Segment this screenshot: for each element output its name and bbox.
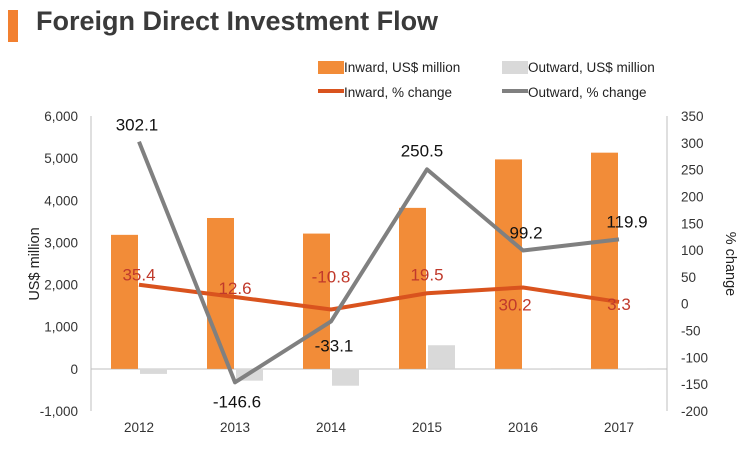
legend-label-inward-line: Inward, % change xyxy=(344,85,452,100)
x-tick-label: 2013 xyxy=(220,420,250,435)
data-label-inward-change: 35.4 xyxy=(122,266,155,285)
legend-swatch-outward-bar xyxy=(502,61,528,74)
y-tick-label-left: 2,000 xyxy=(44,278,78,293)
bar-outward xyxy=(140,368,167,374)
x-tick-label: 2014 xyxy=(316,420,347,435)
y-tick-label-right: 350 xyxy=(681,109,704,124)
ticks-layer: -1,000 0 1,000 2,000 3,000 4,000 5,000 6,000 -20… xyxy=(40,109,708,435)
line-outward-change xyxy=(137,140,620,385)
labels-layer: 35.4 12.6 -10.8 19.5 30.2 3.3 302.1 -146.6 -33.1… xyxy=(116,116,648,412)
bars-layer xyxy=(111,152,647,386)
data-label-inward-change: 12.6 xyxy=(218,279,251,298)
data-label-inward-change: 3.3 xyxy=(607,295,631,314)
y-tick-label-right: -150 xyxy=(681,377,708,392)
x-tick-label: 2015 xyxy=(412,420,442,435)
data-label-outward-change: -33.1 xyxy=(315,336,354,355)
bar-inward xyxy=(303,233,330,369)
data-label-outward-change: 99.2 xyxy=(509,224,542,243)
chart-title: Foreign Direct Investment Flow xyxy=(36,6,439,36)
legend-label-outward-bar: Outward, US$ million xyxy=(528,60,655,75)
y-tick-label-right: 0 xyxy=(681,297,689,312)
data-label-outward-change: 250.5 xyxy=(401,141,444,160)
data-label-outward-change: 119.9 xyxy=(606,212,647,231)
bar-outward xyxy=(524,368,551,370)
line-inward-change xyxy=(138,282,620,312)
bar-outward xyxy=(428,345,455,369)
legend-label-inward-bar: Inward, US$ million xyxy=(344,60,460,75)
bar-outward xyxy=(332,368,359,386)
y-tick-label-left: 4,000 xyxy=(44,193,78,208)
data-label-outward-change: -146.6 xyxy=(213,392,261,411)
y-tick-label-right: 100 xyxy=(681,243,704,258)
y-tick-label-right: 250 xyxy=(681,163,704,178)
y-tick-label-right: -50 xyxy=(681,324,701,339)
x-tick-label: 2016 xyxy=(508,420,538,435)
y-tick-label-right: 150 xyxy=(681,216,704,231)
y-tick-label-right: -100 xyxy=(681,350,708,365)
y-axis-title-right: % change xyxy=(722,232,738,297)
x-tick-label: 2012 xyxy=(124,420,154,435)
data-label-inward-change: 30.2 xyxy=(498,296,531,315)
x-tick-label: 2017 xyxy=(604,420,634,435)
legend: Inward, US$ million Outward, US$ million… xyxy=(318,60,655,100)
y-tick-label-left: 0 xyxy=(70,362,78,377)
legend-swatch-inward-bar xyxy=(318,61,344,74)
y-tick-label-left: 1,000 xyxy=(44,320,78,335)
y-tick-label-left: -1,000 xyxy=(40,404,78,419)
bar-inward xyxy=(399,207,426,369)
y-tick-label-right: 200 xyxy=(681,189,704,204)
y-axis-title-left: US$ million xyxy=(27,227,43,300)
bar-outward xyxy=(620,368,647,370)
data-label-inward-change: -10.8 xyxy=(312,268,351,287)
bar-inward xyxy=(495,159,522,369)
lines-layer xyxy=(137,140,620,385)
y-tick-label-right: 50 xyxy=(681,270,696,285)
y-tick-label-left: 5,000 xyxy=(44,151,78,166)
legend-label-outward-line: Outward, % change xyxy=(528,85,647,100)
bar-inward xyxy=(591,152,618,369)
data-label-outward-change: 302.1 xyxy=(116,116,159,135)
data-label-inward-change: 19.5 xyxy=(410,265,443,284)
y-tick-label-left: 6,000 xyxy=(44,109,78,124)
title-accent-bar xyxy=(8,10,18,42)
y-tick-label-left: 3,000 xyxy=(44,235,78,250)
bar-inward xyxy=(111,234,138,369)
y-tick-label-right: -200 xyxy=(681,404,708,419)
y-tick-label-right: 300 xyxy=(681,136,704,151)
